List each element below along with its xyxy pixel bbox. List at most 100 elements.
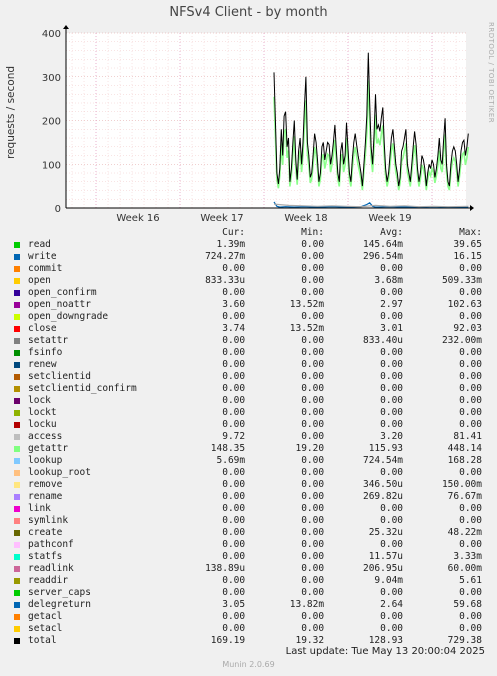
legend-avg: 833.40u	[362, 335, 404, 346]
legend-max: 0.00	[459, 467, 482, 478]
legend-name: rename	[28, 491, 63, 502]
legend-min: 13.82m	[289, 599, 325, 610]
legend-avg: 269.82u	[362, 491, 404, 502]
legend-name: commit	[28, 263, 63, 274]
x-tick-label: Week 17	[200, 213, 243, 224]
legend-max: 0.00	[459, 359, 482, 370]
legend-max: 0.00	[459, 539, 482, 550]
legend-avg: 346.50u	[362, 479, 404, 490]
legend-min: 0.00	[301, 587, 325, 598]
legend-max: 16.15	[453, 251, 482, 262]
legend-avg: 0.00	[380, 419, 404, 430]
legend-swatch	[14, 434, 20, 440]
legend-name: lockt	[28, 407, 57, 418]
legend-min: 0.00	[301, 575, 325, 586]
legend-max: 60.00m	[447, 563, 482, 574]
legend-avg: 0.00	[380, 467, 404, 478]
legend-swatch	[14, 278, 20, 284]
col-avg: Avg:	[380, 227, 403, 238]
legend-row: lookup 5.69m 0.00 724.54m 168.28	[12, 455, 482, 467]
legend-min: 19.20	[295, 443, 325, 454]
rrdtool-credit: RRDTOOL / TOBI OETIKER	[487, 22, 495, 124]
legend-row: pathconf 0.00 0.00 0.00 0.00	[12, 539, 482, 551]
legend-min: 0.00	[301, 431, 325, 442]
legend-row: readlink 138.89u 0.00 206.95u 60.00m	[12, 563, 482, 575]
legend-max: 0.00	[459, 287, 482, 298]
legend-name: getacl	[28, 611, 63, 622]
legend-cur: 3.60	[222, 299, 246, 310]
legend-name: pathconf	[28, 539, 74, 550]
legend-min: 0.00	[301, 359, 325, 370]
legend-max: 0.00	[459, 515, 482, 526]
col-max: Max:	[459, 227, 482, 238]
legend-cur: 0.00	[222, 287, 246, 298]
legend-row: link 0.00 0.00 0.00 0.00	[12, 503, 482, 515]
legend-min: 0.00	[301, 551, 325, 562]
legend-row: read 1.39m 0.00 145.64m 39.65	[12, 239, 482, 251]
legend-swatch	[14, 602, 20, 608]
legend-min: 0.00	[301, 623, 325, 634]
legend-avg: 2.64	[380, 599, 404, 610]
legend-row: remove 0.00 0.00 346.50u 150.00m	[12, 479, 482, 491]
legend-cur: 0.00	[222, 263, 246, 274]
legend-name: statfs	[28, 551, 63, 562]
legend-avg: 0.00	[380, 311, 404, 322]
legend-row: total 169.19 19.32 128.93 729.38	[12, 635, 482, 647]
legend-max: 729.38	[447, 635, 482, 646]
legend-swatch	[14, 626, 20, 632]
legend-max: 5.61	[459, 575, 482, 586]
legend-name: create	[28, 527, 63, 538]
legend-row: write 724.27m 0.00 296.54m 16.15	[12, 251, 482, 263]
legend-avg: 11.57u	[368, 551, 404, 562]
legend-cur: 0.00	[222, 539, 246, 550]
legend-cur: 0.00	[222, 587, 246, 598]
legend-avg: 145.64m	[362, 239, 404, 250]
legend-avg: 128.93	[368, 635, 404, 646]
legend-cur: 148.35	[210, 443, 246, 454]
legend-max: 448.14	[447, 443, 482, 454]
legend-min: 0.00	[301, 239, 325, 250]
legend-swatch	[14, 506, 20, 512]
x-tick-label: Week 19	[368, 213, 411, 224]
legend-avg: 0.00	[380, 515, 404, 526]
series-line-total	[273, 52, 469, 187]
legend-name: setattr	[28, 335, 69, 346]
legend-max: 0.00	[459, 347, 482, 358]
legend-row: renew 0.00 0.00 0.00 0.00	[12, 359, 482, 371]
legend-min: 13.52m	[289, 299, 325, 310]
x-tick-label: Week 18	[284, 213, 327, 224]
legend-swatch	[14, 254, 20, 260]
legend-cur: 0.00	[222, 347, 246, 358]
legend-max: 39.65	[453, 239, 482, 250]
legend-swatch	[14, 446, 20, 452]
y-axis-arrow	[63, 25, 69, 29]
legend-swatch	[14, 482, 20, 488]
legend-min: 0.00	[301, 335, 325, 346]
legend-avg: 3.01	[380, 323, 404, 334]
y-axis-label: requests / second	[5, 66, 17, 159]
chart-title: NFSv4 Client - by month	[169, 5, 328, 20]
legend-row: setclientid_confirm 0.00 0.00 0.00 0.00	[12, 383, 482, 395]
legend-max: 0.00	[459, 395, 482, 406]
legend-row: setacl 0.00 0.00 0.00 0.00	[12, 623, 482, 635]
legend-swatch	[14, 398, 20, 404]
legend-name: setclientid	[28, 371, 91, 382]
legend-cur: 138.89u	[205, 563, 246, 574]
legend-min: 0.00	[301, 311, 325, 322]
legend-min: 0.00	[301, 455, 325, 466]
legend-swatch	[14, 638, 20, 644]
legend-cur: 0.00	[222, 407, 246, 418]
legend-cur: 0.00	[222, 611, 246, 622]
legend-avg: 9.04m	[374, 575, 404, 586]
legend-swatch	[14, 242, 20, 248]
legend-avg: 0.00	[380, 263, 404, 274]
legend-row: delegreturn 3.05 13.82m 2.64 59.68	[12, 599, 482, 611]
legend-name: locku	[28, 419, 57, 430]
legend-row: server_caps 0.00 0.00 0.00 0.00	[12, 587, 482, 599]
legend-max: 0.00	[459, 263, 482, 274]
legend-min: 0.00	[301, 407, 325, 418]
legend-avg: 115.93	[368, 443, 404, 454]
legend-min: 0.00	[301, 251, 325, 262]
legend-avg: 296.54m	[362, 251, 404, 262]
legend-swatch	[14, 362, 20, 368]
